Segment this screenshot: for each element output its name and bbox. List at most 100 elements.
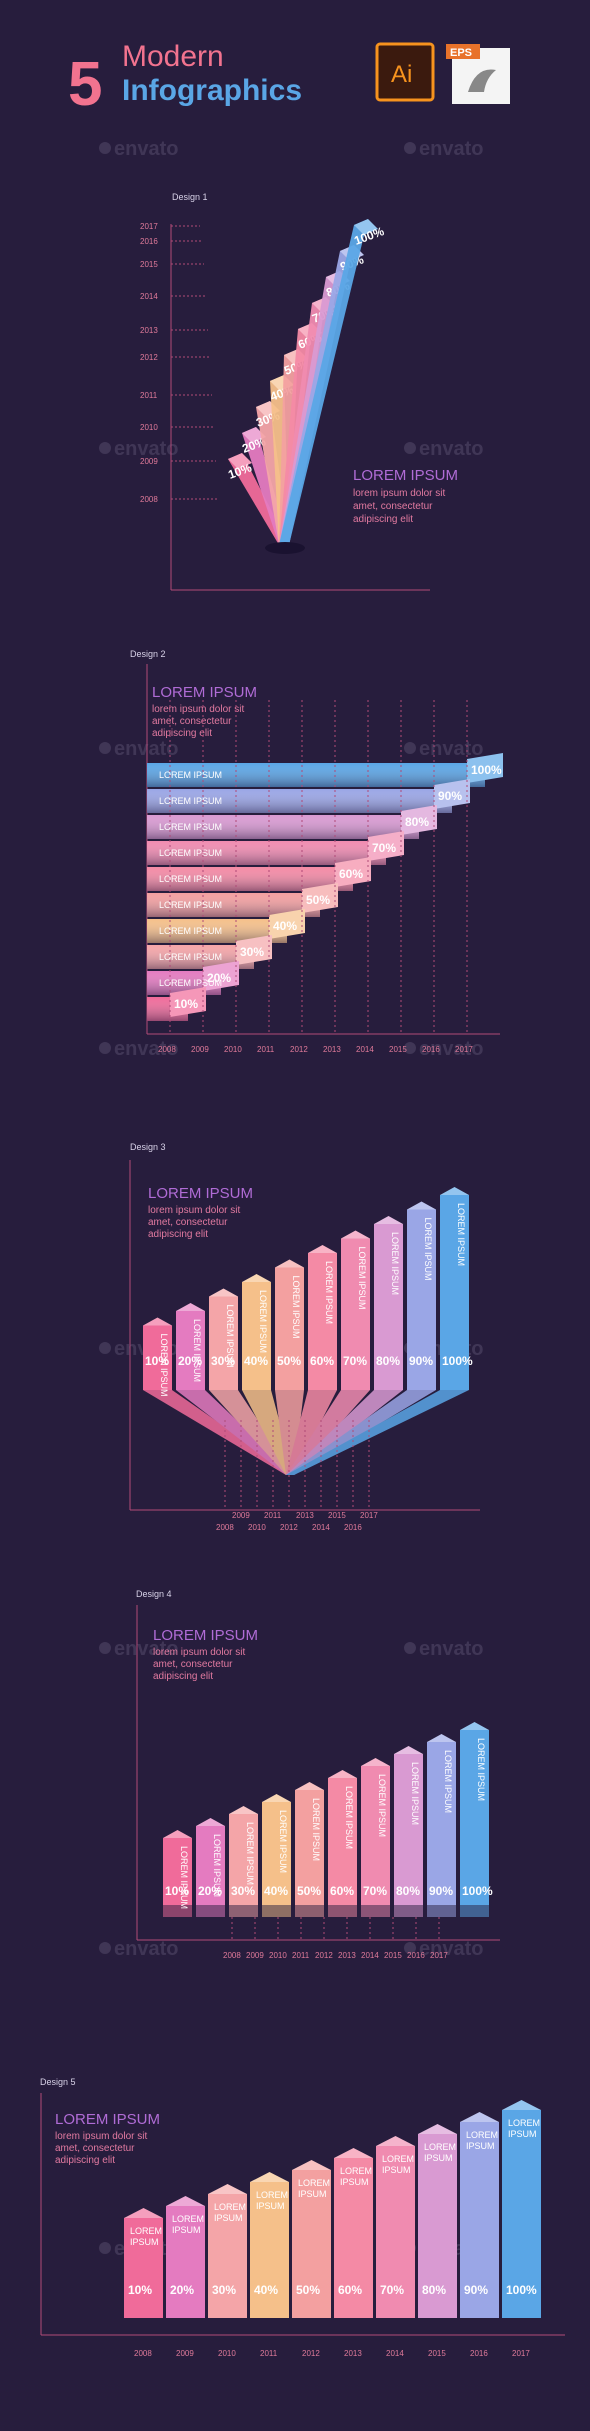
design-4: Design 4 LOREM IPSUM lorem ipsum dolor s…: [136, 1589, 500, 1960]
year-tick-label: 2010: [248, 1523, 266, 1532]
h-bar-percent: 90%: [438, 789, 462, 803]
stepped-bar-percent: 50%: [296, 2283, 320, 2297]
year-tick-label: 2014: [361, 1951, 379, 1960]
vertical-bar-percent: 60%: [330, 1884, 354, 1898]
vertical-bar-cap: [460, 1722, 489, 1730]
fan-connector: [275, 1390, 304, 1475]
vertical-bar-percent: 60%: [310, 1354, 334, 1368]
design-5-year-axis: 2008 2009 2010 2011 2012 2013 2014 2015 2016 2017: [134, 2349, 530, 2358]
vertical-bar-floor: [460, 1905, 489, 1917]
vertical-bar-cap: [229, 1806, 258, 1814]
vertical-bar: [209, 1296, 238, 1390]
vertical-bar-floor: [328, 1905, 357, 1917]
header-number: 5: [68, 50, 102, 119]
design-4-callout-body-1: lorem ipsum dolor sit: [153, 1647, 245, 1658]
vertical-bar-percent: 90%: [409, 1354, 433, 1368]
envato-leaf-icon: [99, 442, 111, 454]
stepped-bar-label-1: LOREM: [466, 2130, 498, 2140]
vertical-bar: [427, 1742, 456, 1905]
stepped-bar-label-2: IPSUM: [382, 2165, 411, 2175]
fan-connector: [286, 1390, 337, 1475]
year-tick-label: 2009: [191, 1045, 209, 1054]
design-4-callout-body-2: amet, consectetur: [153, 1659, 233, 1670]
design-3-callout-body-1: lorem ipsum dolor sit: [148, 1205, 240, 1216]
fan-connector: [286, 1390, 370, 1475]
fan-connector: [242, 1390, 294, 1475]
h-bar-tag: [467, 753, 503, 783]
vertical-bar-floor: [163, 1905, 192, 1917]
stepped-bar-percent: 70%: [380, 2283, 404, 2297]
vertical-bar-percent: 50%: [297, 1884, 321, 1898]
h-bar-tag: [170, 987, 206, 1017]
eps-file-icon: EPS: [446, 44, 510, 104]
vertical-bar-cap: [407, 1201, 436, 1210]
year-tick-label: 2011: [264, 1511, 282, 1520]
stepped-bar-label-1: LOREM: [130, 2226, 162, 2236]
fan-connector: [176, 1390, 294, 1475]
vertical-bar: [262, 1802, 291, 1905]
h-bar-tag: [236, 935, 272, 965]
year-tick-label: 2017: [140, 222, 158, 231]
design-2-callout-body-1: lorem ipsum dolor sit: [152, 704, 244, 715]
year-tick-label: 2013: [338, 1951, 356, 1960]
h-bar-label: LOREM IPSUM: [159, 978, 222, 988]
design-5-callout-body-2: amet, consectetur: [55, 2143, 135, 2154]
stepped-bar: [250, 2182, 289, 2318]
vertical-bar-cap: [275, 1259, 304, 1268]
year-tick-label: 2017: [512, 2349, 530, 2358]
stepped-bar-label-2: IPSUM: [508, 2129, 537, 2139]
vertical-bar: [229, 1814, 258, 1905]
h-bar-label: LOREM IPSUM: [159, 770, 222, 780]
year-tick-label: 2017: [455, 1045, 473, 1054]
vertical-bar: [143, 1325, 172, 1390]
vertical-bar-label: LOREM IPSUM: [377, 1774, 387, 1837]
design-3-callout-title: LOREM IPSUM: [148, 1185, 253, 1202]
envato-leaf-icon: [99, 742, 111, 754]
vertical-bar-percent: 40%: [264, 1884, 288, 1898]
year-tick-label: 2014: [356, 1045, 374, 1054]
h-bar-tag: [302, 883, 338, 913]
ai-badge-label: Ai: [391, 61, 412, 88]
stepped-bar: [460, 2122, 499, 2318]
vertical-bar-label: LOREM IPSUM: [324, 1261, 334, 1324]
h-bar-tag: [434, 779, 470, 809]
vertical-bar-label: LOREM IPSUM: [192, 1319, 202, 1382]
vertical-bar-percent: 100%: [442, 1354, 473, 1368]
year-tick-label: 2015: [428, 2349, 446, 2358]
h-bar-tag: [335, 857, 371, 887]
stepped-bar-percent: 100%: [506, 2283, 537, 2297]
header-line1: Modern: [122, 40, 224, 73]
stepped-bar-cap: [376, 2136, 415, 2146]
design-3: Design 3 LOREM IPSUM lorem ipsum dolor s…: [129, 1142, 480, 1532]
envato-leaf-icon: [404, 142, 416, 154]
stepped-bar-label-1: LOREM: [172, 2214, 204, 2224]
design-5-callout-title: LOREM IPSUM: [55, 2111, 160, 2128]
fan-connector: [286, 1390, 469, 1475]
envato-leaf-icon: [99, 2242, 111, 2254]
envato-watermark: envato: [114, 738, 178, 760]
stepped-bar: [166, 2206, 205, 2318]
vertical-bar-label: LOREM IPSUM: [258, 1290, 268, 1353]
stepped-bar: [208, 2194, 247, 2318]
vertical-bar-cap: [374, 1216, 403, 1224]
h-bar-tag: [368, 831, 404, 861]
envato-leaf-icon: [99, 1342, 111, 1354]
ai-file-icon: Ai: [375, 42, 435, 102]
fan-connector: [143, 1390, 294, 1475]
envato-leaf-icon: [404, 1042, 416, 1054]
h-bar-label: LOREM IPSUM: [159, 952, 222, 962]
eps-badge-label: EPS: [450, 47, 472, 59]
stepped-bar-label-2: IPSUM: [130, 2237, 159, 2247]
design-4-callout-title: LOREM IPSUM: [153, 1627, 258, 1644]
vertical-bar-floor: [196, 1905, 225, 1917]
vertical-bar-percent: 10%: [145, 1354, 169, 1368]
header: 5 Modern Infographics Ai EPS: [68, 40, 510, 119]
h-bar-percent: 60%: [339, 867, 363, 881]
design-4-callout-body-3: adipiscing elit: [153, 1671, 213, 1682]
year-tick-label: 2016: [422, 1045, 440, 1054]
fan-bar-cap: [228, 453, 252, 469]
stepped-bar-cap: [418, 2124, 457, 2134]
design-5-callout-body-1: lorem ipsum dolor sit: [55, 2131, 147, 2142]
stepped-bar-cap: [334, 2148, 373, 2158]
